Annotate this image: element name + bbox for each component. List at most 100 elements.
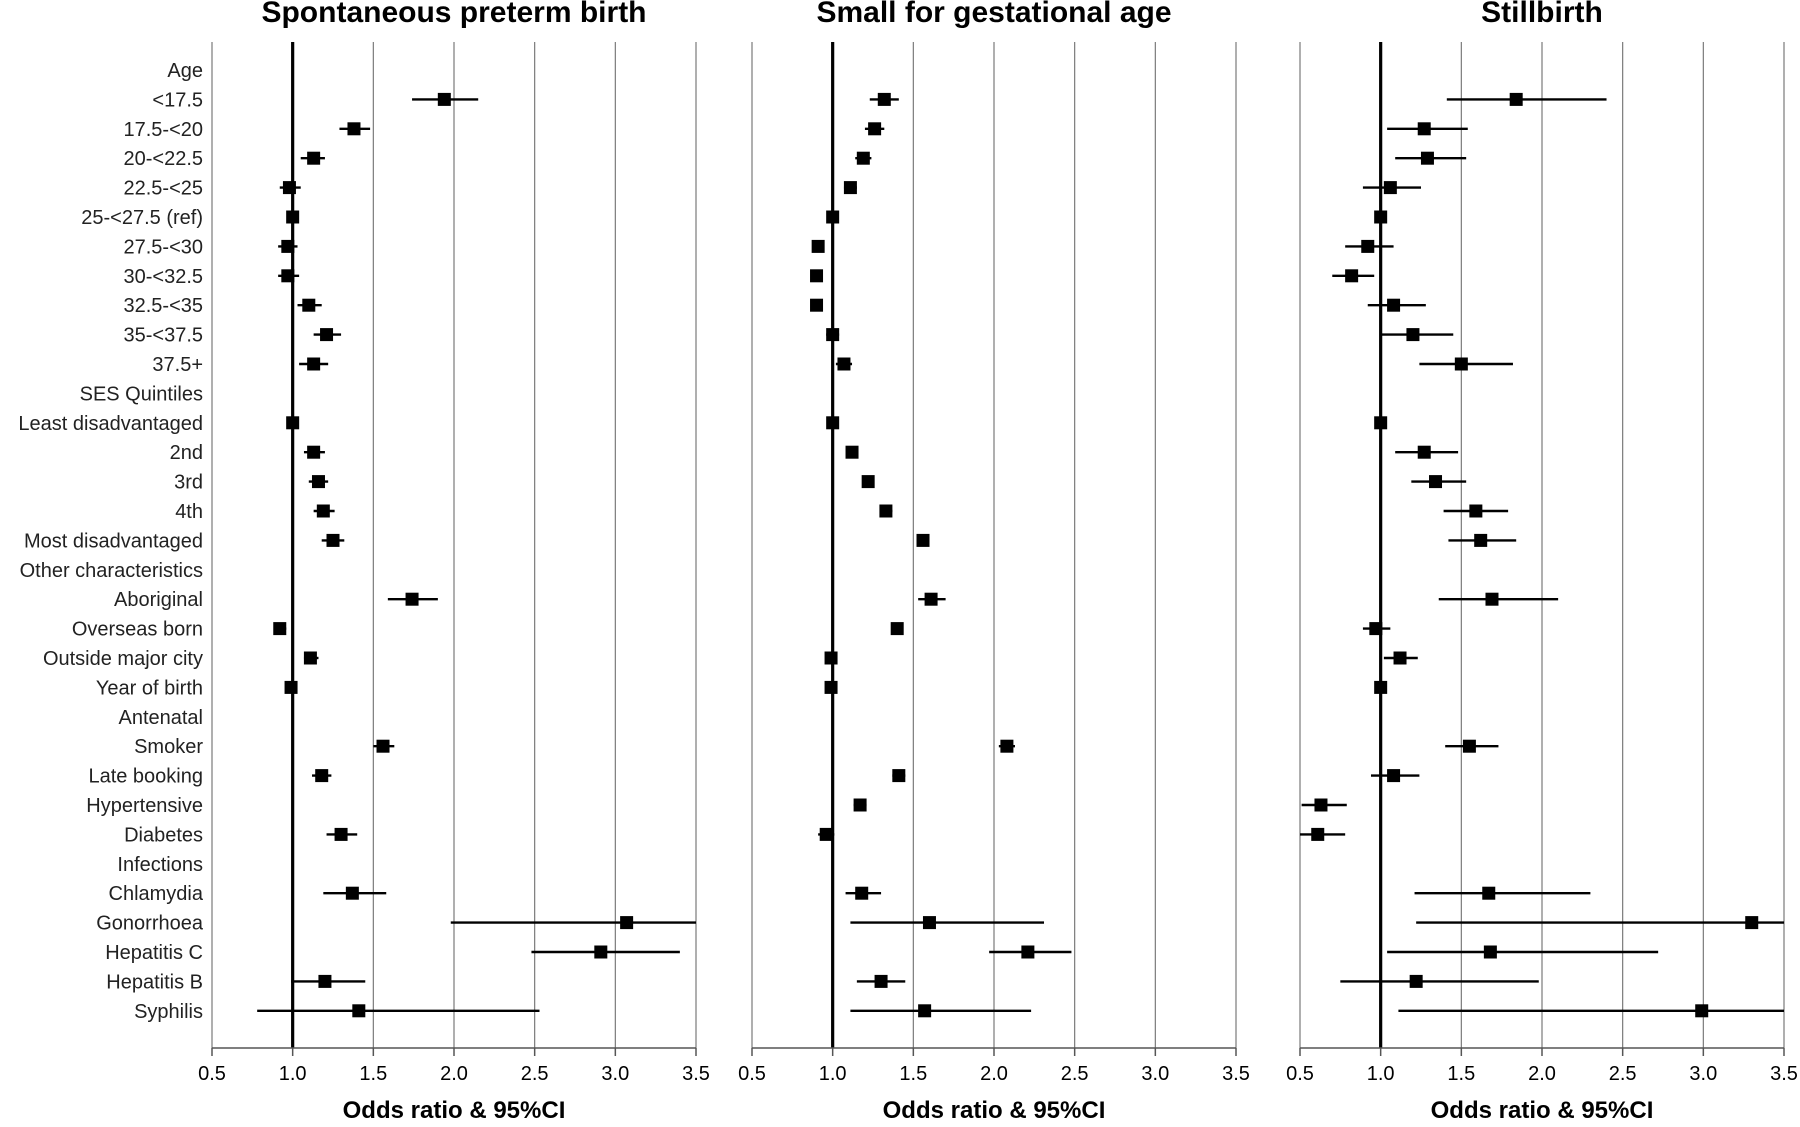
row-label-30-32-5: 30-<32.5 (123, 266, 203, 288)
point-estimate-2nd (307, 445, 321, 459)
point-estimate-year-of-birth (1374, 680, 1388, 694)
x-tick-label: 0.5 (1286, 1063, 1314, 1085)
x-tick-label: 2.0 (1528, 1063, 1556, 1085)
point-estimate-20-22-5 (856, 151, 870, 165)
row-label-2nd: 2nd (170, 442, 203, 464)
point-estimate-most-disadvantaged (916, 533, 930, 547)
point-estimate-late-booking (892, 769, 906, 783)
point-estimate-27-5-30 (1361, 239, 1375, 253)
point-estimate-chlamydia (855, 886, 869, 900)
point-estimate-17-5-20 (1417, 122, 1431, 136)
point-estimate-overseas-born (273, 622, 287, 636)
row-label-late-booking: Late booking (88, 766, 203, 788)
point-estimate-chlamydia (345, 886, 359, 900)
x-tick-label: 2.0 (980, 1063, 1008, 1085)
point-estimate-hypertensive (1314, 798, 1328, 812)
point-estimate-30-32-5 (810, 269, 824, 283)
point-estimate-27-5-30 (811, 239, 825, 253)
row-labels: Age <17.5 17.5-<20 20-<22.5 22.5-<25 25-<27.5… (18, 60, 203, 1023)
point-estimate-17-5 (877, 92, 891, 106)
point-estimate-4th (316, 504, 330, 518)
point-estimate-17-5-20 (868, 122, 882, 136)
point-estimate-37-5 (837, 357, 851, 371)
row-label-3rd: 3rd (174, 472, 203, 494)
row-label-age: Age (167, 60, 203, 82)
point-estimate-32-5-35 (1387, 298, 1401, 312)
point-estimate-overseas-born (1369, 622, 1383, 636)
point-estimate-outside-major-city (824, 651, 838, 665)
point-estimate-diabetes (819, 827, 833, 841)
row-label-4th: 4th (175, 501, 203, 523)
point-estimate-3rd (311, 475, 325, 489)
x-tick-label: 3.5 (1770, 1063, 1798, 1085)
x-axis-title: Odds ratio & 95%CI (883, 1097, 1106, 1124)
x-tick-label: 2.5 (521, 1063, 549, 1085)
point-estimate-hypertensive (853, 798, 867, 812)
point-estimate-diabetes (334, 827, 348, 841)
point-estimate-gonorrhoea (922, 916, 936, 930)
row-label-other-characteristics: Other characteristics (20, 560, 203, 582)
row-label-hepatitis-b: Hepatitis B (106, 971, 203, 993)
row-label-diabetes: Diabetes (124, 824, 203, 846)
x-tick-label: 3.5 (682, 1063, 710, 1085)
row-label-outside-major-city: Outside major city (43, 648, 203, 670)
point-estimate-17-5 (437, 92, 451, 106)
row-label-ses-quintiles: SES Quintiles (80, 383, 203, 405)
point-estimate-22-5-25 (282, 181, 296, 195)
point-estimate-aboriginal (1485, 592, 1499, 606)
point-estimate-hepatitis-c (1483, 945, 1497, 959)
x-tick-label: 2.0 (440, 1063, 468, 1085)
point-estimate-syphilis (918, 1004, 932, 1018)
point-estimate-syphilis (1695, 1004, 1709, 1018)
point-estimate-most-disadvantaged (326, 533, 340, 547)
row-label-32-5-35: 32.5-<35 (123, 295, 203, 317)
point-estimate-22-5-25 (843, 181, 857, 195)
point-estimate-32-5-35 (302, 298, 316, 312)
point-estimate-4th (1469, 504, 1483, 518)
x-tick-label: 1.0 (819, 1063, 847, 1085)
row-label-chlamydia: Chlamydia (109, 883, 204, 905)
point-estimate-35-37-5 (320, 328, 334, 342)
point-estimate-year-of-birth (824, 680, 838, 694)
row-label-hepatitis-c: Hepatitis C (105, 942, 203, 964)
point-estimate-smoker (1000, 739, 1014, 753)
x-tick-label: 3.5 (1222, 1063, 1250, 1085)
point-estimate-37-5 (1454, 357, 1468, 371)
point-estimate-syphilis (352, 1004, 366, 1018)
point-estimate-30-32-5 (1345, 269, 1359, 283)
point-estimate-20-22-5 (307, 151, 321, 165)
row-label-20-22-5: 20-<22.5 (123, 148, 203, 170)
row-label-25-27-5-ref: 25-<27.5 (ref) (81, 207, 203, 229)
point-estimate-25-27-5-ref (1374, 210, 1388, 224)
panel-title: Spontaneous preterm birth (261, 0, 646, 29)
point-estimate-22-5-25 (1383, 181, 1397, 195)
point-estimate-year-of-birth (284, 680, 298, 694)
point-estimate-hepatitis-b (874, 974, 888, 988)
row-label-least-disadvantaged: Least disadvantaged (18, 413, 203, 435)
row-label-35-37-5: 35-<37.5 (123, 325, 203, 347)
x-tick-label: 1.5 (1447, 1063, 1475, 1085)
point-estimate-least-disadvantaged (826, 416, 840, 430)
point-estimate-hepatitis-c (594, 945, 608, 959)
point-estimate-hepatitis-c (1021, 945, 1035, 959)
x-tick-label: 3.0 (1141, 1063, 1169, 1085)
point-estimate-overseas-born (890, 622, 904, 636)
point-estimate-hepatitis-b (1409, 974, 1423, 988)
row-label-hypertensive: Hypertensive (86, 795, 203, 817)
point-estimate-least-disadvantaged (1374, 416, 1388, 430)
x-tick-label: 1.0 (1367, 1063, 1395, 1085)
point-estimate-17-5-20 (347, 122, 361, 136)
point-estimate-3rd (861, 475, 875, 489)
x-tick-label: 2.5 (1609, 1063, 1637, 1085)
point-estimate-2nd (845, 445, 859, 459)
x-tick-label: 0.5 (198, 1063, 226, 1085)
point-estimate-35-37-5 (1406, 328, 1420, 342)
x-tick-label: 2.5 (1061, 1063, 1089, 1085)
point-estimate-27-5-30 (281, 239, 295, 253)
point-estimate-30-32-5 (281, 269, 295, 283)
point-estimate-20-22-5 (1420, 151, 1434, 165)
row-label-22-5-25: 22.5-<25 (123, 178, 203, 200)
point-estimate-25-27-5-ref (286, 210, 300, 224)
point-estimate-32-5-35 (810, 298, 824, 312)
